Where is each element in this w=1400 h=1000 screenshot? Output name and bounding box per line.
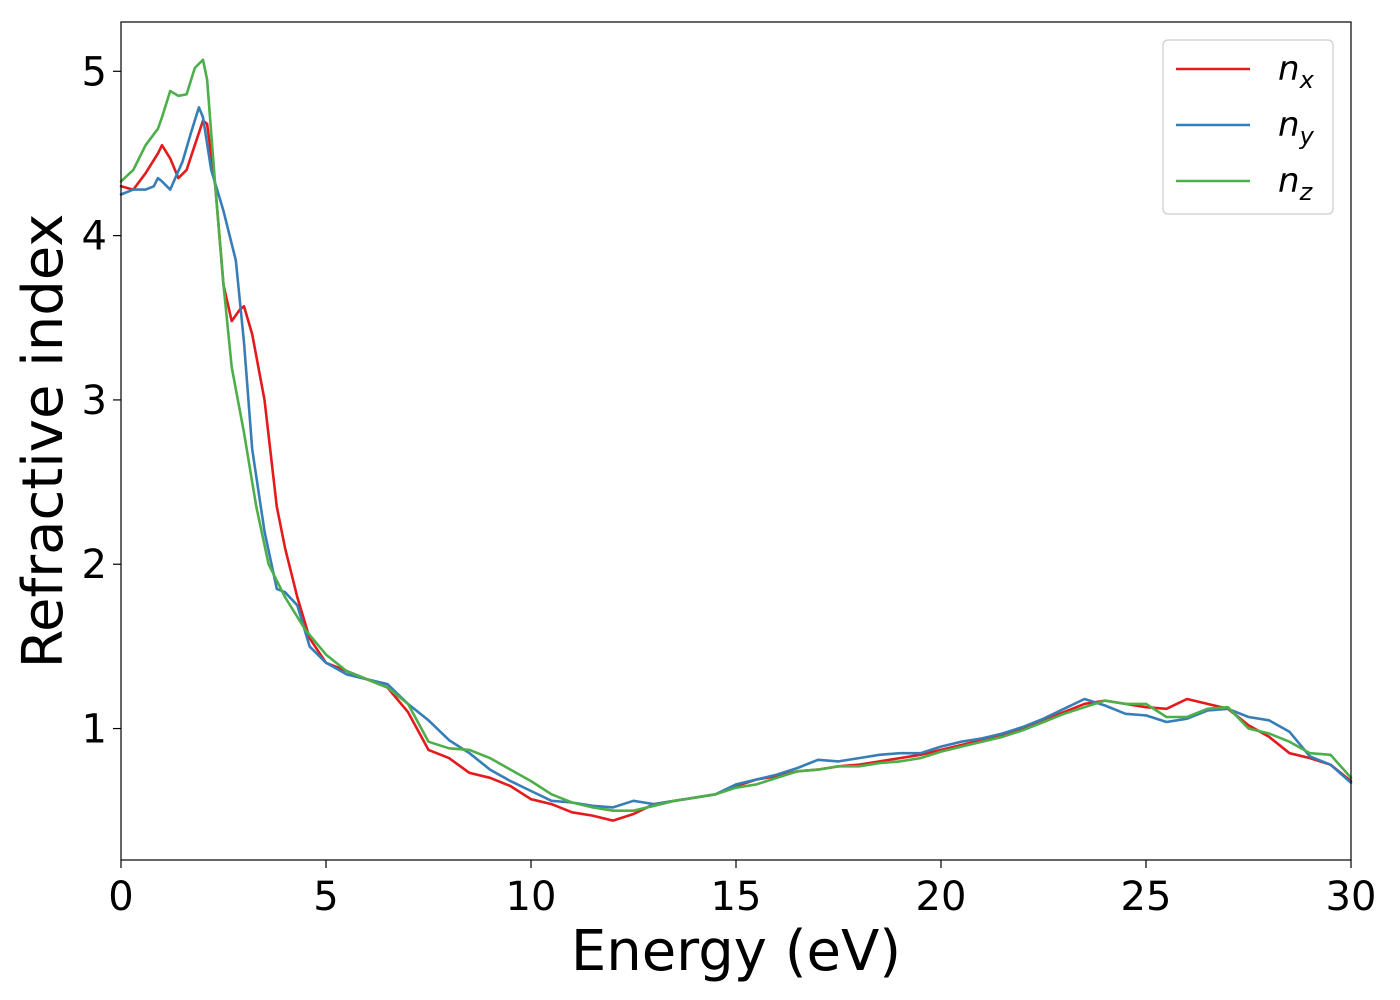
y-axis-ticks: 1 2 3 4 5: [82, 49, 121, 753]
y-axis-title: Refractive index: [11, 214, 76, 669]
y-tick-label: 2: [82, 542, 107, 588]
x-axis-ticks: 0 5 10 15 20 25 30: [108, 860, 1376, 920]
legend-items: nx ny nz: [1176, 49, 1315, 206]
y-tick-label: 3: [82, 378, 107, 424]
series-line-y: [119, 106, 1353, 809]
x-tick-label: 15: [711, 874, 762, 920]
plot-background: [121, 22, 1351, 860]
legend-frame: [1162, 39, 1334, 215]
y-tick-label: 4: [82, 214, 107, 260]
legend: nx ny nz: [1162, 39, 1334, 215]
legend-label-z: nz: [1278, 161, 1314, 206]
y-tick-label: 5: [82, 49, 107, 95]
legend-label-x: nx: [1278, 49, 1315, 94]
x-tick-label: 30: [1326, 874, 1377, 920]
x-tick-label: 0: [108, 874, 133, 920]
series-layer: [119, 58, 1353, 822]
series-line-z: [119, 58, 1353, 812]
y-tick-label: 1: [82, 707, 107, 753]
x-tick-label: 10: [506, 874, 557, 920]
x-tick-label: 5: [313, 874, 338, 920]
x-tick-label: 20: [916, 874, 967, 920]
x-axis-title: Energy (eV): [571, 919, 901, 984]
x-tick-label: 25: [1121, 874, 1172, 920]
legend-label-y: ny: [1278, 105, 1315, 150]
